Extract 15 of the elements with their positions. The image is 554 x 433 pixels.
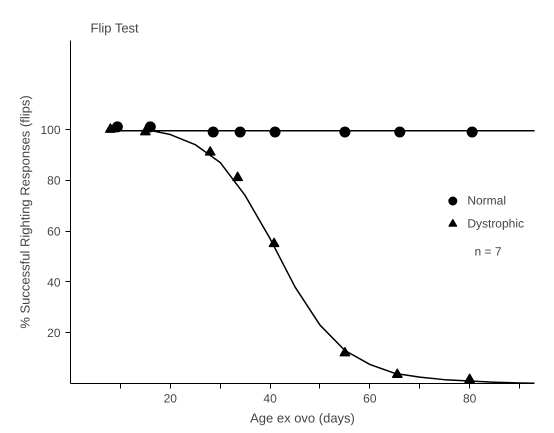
y-tick-label: 100 (40, 122, 61, 137)
y-tick-label: 20 (47, 326, 61, 340)
x-axis-title: Age ex ovo (days) (250, 410, 355, 426)
x-tick-label: 40 (263, 392, 278, 406)
y-tick-label: 80 (47, 174, 61, 188)
y-tick-label: 60 (47, 224, 61, 239)
annotation: n = 7 (474, 244, 502, 258)
legend-label: Normal (467, 193, 506, 207)
y-axis-title: % Successful Righting Responses (flips) (17, 95, 32, 329)
x-tick-label: 80 (462, 392, 477, 406)
y-tick-label: 40 (47, 275, 61, 290)
chart-title: Flip Test (90, 20, 140, 36)
x-tick-label: 60 (363, 392, 377, 406)
x-tick-label: 20 (164, 392, 178, 406)
legend-label: Dystrophic (467, 216, 524, 230)
